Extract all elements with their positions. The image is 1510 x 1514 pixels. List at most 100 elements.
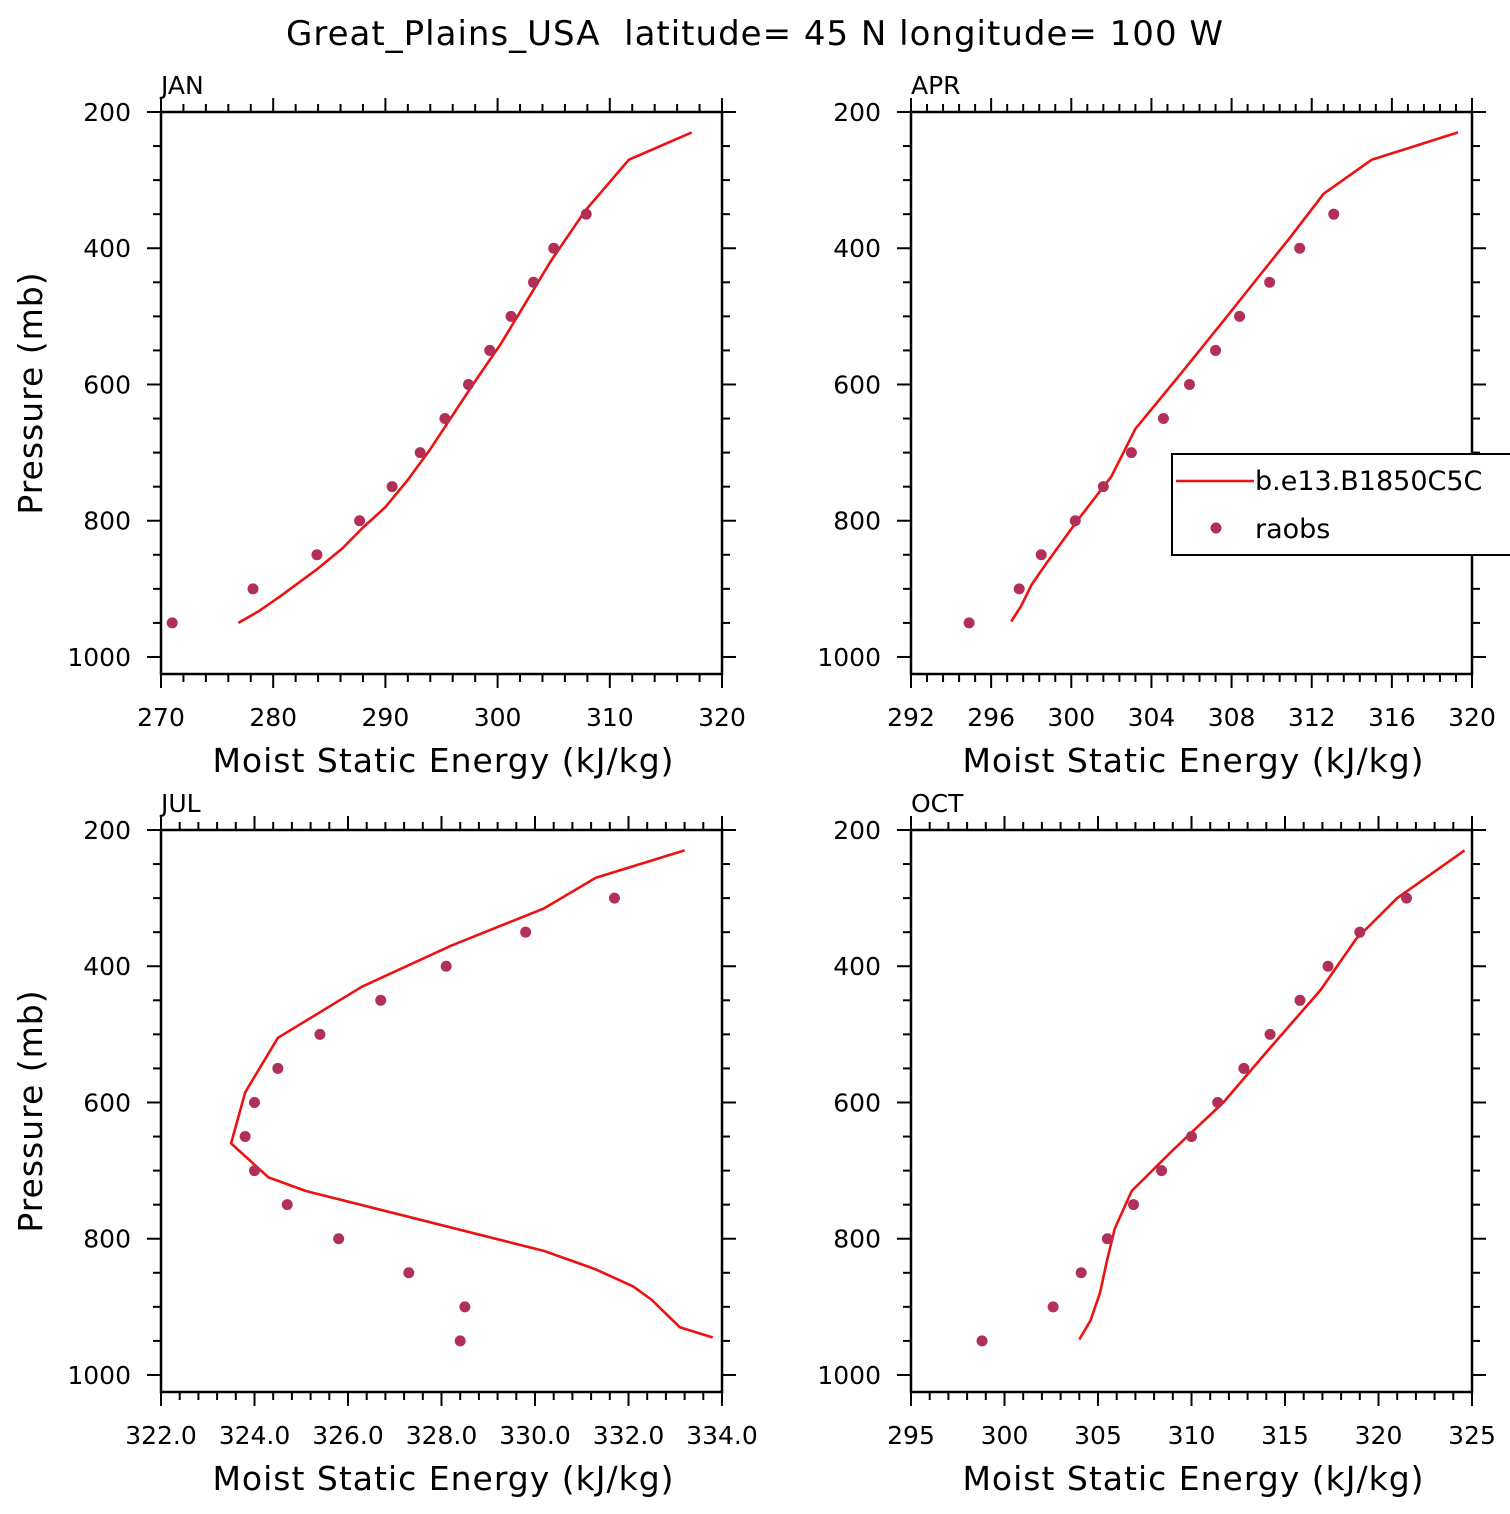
y-tick-label: 600: [833, 1088, 881, 1117]
panel-label: JAN: [159, 71, 204, 100]
raobs-point: [1125, 447, 1137, 459]
y-tick-label: 1000: [67, 1361, 131, 1390]
raobs-point: [354, 515, 366, 527]
model-series-line: [229, 849, 714, 1339]
plot-frame: [159, 110, 724, 676]
raobs-point: [272, 1062, 284, 1074]
y-tick-label: 200: [833, 816, 881, 845]
axis-ticks: [147, 98, 736, 688]
raobs-point: [1047, 1301, 1059, 1313]
raobs-point: [1401, 892, 1413, 904]
y-tick-label: 400: [83, 234, 131, 263]
y-tick-label: 600: [83, 370, 131, 399]
x-tick-label: 290: [362, 703, 410, 732]
raobs-point: [505, 310, 517, 322]
raobs-point: [580, 208, 592, 220]
y-tick-label: 1000: [67, 643, 131, 672]
x-tick-label: 280: [249, 703, 297, 732]
y-tick-label: 600: [833, 370, 881, 399]
raobs-point: [520, 926, 532, 938]
x-axis-title: Moist Static Energy (kJ/kg): [962, 1459, 1424, 1498]
axis-ticks: [897, 816, 1486, 1406]
legend: b.e13.B1850C5C raobs: [1171, 453, 1510, 556]
y-tick-label: 1000: [817, 1361, 881, 1390]
x-axis-title: Moist Static Energy (kJ/kg): [962, 741, 1424, 780]
x-tick-label: 310: [586, 703, 634, 732]
panel-oct: OCT 295 300 305 310 315 320 325 200 400 600 800 1000…: [817, 789, 1495, 1498]
raobs-point: [281, 1199, 293, 1211]
raobs-series: [963, 208, 1340, 629]
raobs-point: [414, 447, 426, 459]
x-tick-label: 300: [474, 703, 522, 732]
raobs-point: [528, 276, 540, 288]
raobs-point: [1128, 1199, 1140, 1211]
raobs-point: [239, 1131, 251, 1143]
raobs-point: [1210, 344, 1222, 356]
x-tick-label: 292: [887, 703, 935, 732]
y-tick-label: 1000: [817, 643, 881, 672]
plot-frame: [159, 828, 724, 1394]
x-tick-label: 312: [1288, 703, 1336, 732]
x-tick-label: 300: [1047, 703, 1095, 732]
raobs-point: [1157, 413, 1169, 425]
raobs-point: [1354, 926, 1366, 938]
x-tick-label: 300: [981, 1421, 1029, 1450]
plot-frame: [909, 828, 1474, 1394]
raobs-point: [963, 617, 975, 629]
x-tick-label: 304: [1128, 703, 1176, 732]
raobs-point: [1264, 276, 1276, 288]
panel-label: APR: [911, 71, 961, 100]
y-tick-label: 800: [833, 507, 881, 536]
panel-label: OCT: [911, 789, 964, 818]
raobs-point: [976, 1335, 988, 1347]
raobs-point: [1156, 1165, 1168, 1177]
y-tick-label: 800: [83, 1225, 131, 1254]
plot-frame: [909, 110, 1474, 676]
y-tick-label: 400: [833, 234, 881, 263]
raobs-point: [1238, 1062, 1250, 1074]
raobs-point: [1294, 242, 1306, 254]
raobs-point: [1183, 378, 1195, 390]
x-tick-label: 332.0: [593, 1421, 665, 1450]
raobs-point: [1186, 1131, 1197, 1143]
x-tick-label: 316: [1368, 703, 1416, 732]
x-tick-label: 320: [698, 703, 746, 732]
y-tick-label: 400: [833, 952, 881, 981]
raobs-point: [375, 994, 387, 1006]
x-tick-label: 334.0: [686, 1421, 758, 1450]
raobs-point: [311, 549, 323, 561]
panel-apr: APR 292 296 300 304 308 312 316 320 200 400 600 800 1…: [817, 71, 1495, 780]
raobs-point: [249, 1165, 260, 1177]
x-tick-label: 324.0: [219, 1421, 291, 1450]
y-tick-label: 200: [83, 816, 131, 845]
raobs-point: [314, 1028, 326, 1040]
legend-box: [1171, 453, 1510, 556]
raobs-point: [1069, 515, 1081, 527]
x-tick-label: 310: [1168, 1421, 1216, 1450]
x-tick-label: 328.0: [406, 1421, 478, 1450]
raobs-point: [459, 1301, 471, 1313]
raobs-point: [1035, 549, 1047, 561]
raobs-point: [333, 1233, 345, 1245]
raobs-series: [976, 892, 1413, 1347]
y-tick-label: 600: [83, 1088, 131, 1117]
model-series-line: [1078, 849, 1466, 1341]
raobs-point: [1322, 960, 1334, 972]
raobs-point: [440, 960, 452, 972]
x-tick-label: 315: [1261, 1421, 1309, 1450]
legend-model-label: b.e13.B1850C5C: [1255, 466, 1482, 497]
axis-ticks: [897, 98, 1486, 688]
raobs-point: [1212, 1096, 1224, 1108]
raobs-point: [166, 617, 178, 629]
raobs-point: [1234, 310, 1246, 322]
panel-jul: JUL 322.0 324.0 326.0 328.0 330.0 332.0 334.0 20…: [11, 789, 758, 1498]
raobs-point: [484, 344, 496, 356]
x-tick-label: 326.0: [312, 1421, 384, 1450]
y-tick-label: 400: [83, 952, 131, 981]
x-tick-label: 295: [887, 1421, 935, 1450]
raobs-point: [1013, 583, 1025, 595]
raobs-point: [1101, 1233, 1113, 1245]
page-title: Great_Plains_USA latitude= 45 N longitud…: [286, 14, 1224, 54]
x-tick-label: 325: [1448, 1421, 1496, 1450]
y-tick-label: 200: [83, 98, 131, 127]
